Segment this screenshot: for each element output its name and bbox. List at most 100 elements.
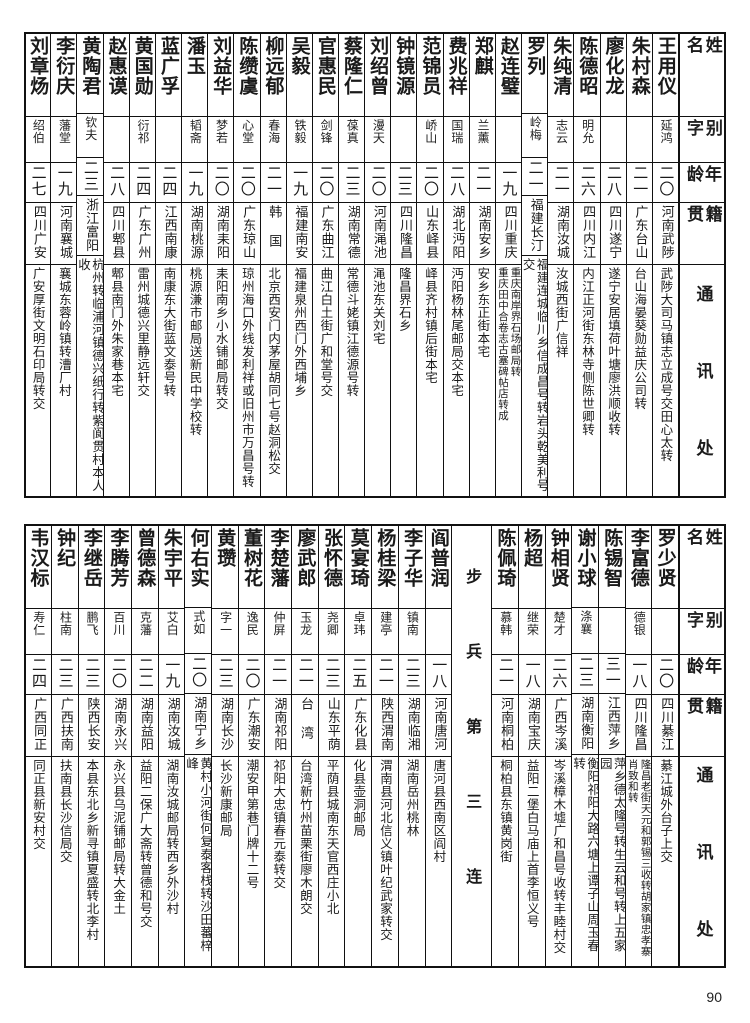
roster-person-column: 范锦员 峤山 二〇 山东峄县 峄县齐村镇后街本宅 <box>416 34 443 496</box>
roster-person-column: 费兆祥 国瑞 二八 湖北沔阳 沔阳杨林尾邮局交本宅 <box>442 34 469 496</box>
header-age-text: 年 龄 <box>683 165 722 191</box>
person-origin: 四川内江 <box>574 202 600 264</box>
header-address-text: 通 讯 处 <box>692 766 713 957</box>
person-age-text: 二〇 <box>243 657 262 689</box>
page-number: 90 <box>706 989 722 1005</box>
person-address-text: 本县东北乡新寻镇夏盛转北李村 <box>84 759 100 941</box>
person-address-text: 雷州城德兴里静远轩交 <box>135 267 151 397</box>
person-alias: 克藩 <box>131 608 158 654</box>
person-alias: 梦若 <box>208 116 234 162</box>
person-age-text: 二三 <box>343 165 362 197</box>
roster-person-column: 蔡隆仁 葆真 二三 湖南常德 常德斗姥镇江德源号转 <box>337 34 365 496</box>
person-alias-text: 克藩 <box>138 611 153 636</box>
header-alias: 别 字 <box>680 608 724 654</box>
person-name: 蓝广孚 <box>156 34 181 116</box>
person-origin-text: 江西南康 <box>161 205 177 259</box>
person-origin: 湖北沔阳 <box>443 202 469 264</box>
roster-person-column: 赵连璧 一九 四川重庆 重庆南岸界石场邮局转 重庆田中合卷志古塞碑帖店转成 <box>494 34 522 496</box>
person-origin: 广东潮安 <box>238 694 265 756</box>
person-alias: 藩堂 <box>51 116 77 162</box>
person-name-text: 刘章炀 <box>27 36 50 96</box>
person-age: 二〇 <box>652 654 678 694</box>
person-name: 钟相贤 <box>546 526 572 608</box>
roster-person-column: 官惠民 剑锋 二〇 广东曲江 曲江白土街广和堂号交 <box>311 34 338 496</box>
person-alias <box>598 607 625 653</box>
person-address: 雷州城德兴里静远轩交 <box>129 264 155 496</box>
person-origin: 湖南祁阳 <box>265 694 292 756</box>
person-origin: 韩 国 <box>260 202 286 264</box>
person-address-text: 福建泉州西门外西埔乡 <box>292 267 308 397</box>
person-address: 化县壶洞邮局 <box>345 756 372 966</box>
person-address: 武陟大司马镇志立成号交田心太转 <box>652 264 678 496</box>
person-alias: 楚才 <box>545 608 572 654</box>
person-age-text: 二一 <box>631 165 650 197</box>
person-address-text: 琼州海口外线发利祥或旧州市万昌号转 <box>239 267 255 488</box>
person-age: 二八 <box>600 162 626 202</box>
person-age-text: 二一 <box>552 165 571 197</box>
person-age-text: 二〇 <box>657 657 676 689</box>
person-age-text: 二二 <box>136 657 155 689</box>
person-name: 陈缵虞 <box>234 34 259 116</box>
person-origin-text: 广西扶南 <box>57 697 73 751</box>
person-name-text: 曾德森 <box>134 528 157 588</box>
person-age-text: 二一 <box>526 159 545 192</box>
roster-person-column: 李继岳 鹏飞 二三 陕西长安 本县东北乡新寻镇夏盛转北李村 <box>77 526 105 966</box>
person-origin: 湖南汝城 <box>158 694 185 756</box>
person-age-text: 二一 <box>265 165 284 197</box>
person-alias: 鹏飞 <box>78 608 105 654</box>
person-name: 蔡隆仁 <box>339 34 364 116</box>
person-origin-text: 广东化县 <box>351 697 367 751</box>
person-origin-text: 浙江富阳 <box>83 198 99 253</box>
person-name-text: 董树花 <box>240 528 263 588</box>
person-alias: 漫天 <box>365 116 391 162</box>
person-origin: 四川遂宁 <box>600 202 626 264</box>
person-address: 隆昌界石乡 <box>391 264 417 496</box>
roster-person-column: 潘玉 韬斋 一九 湖南桃源 桃源溓市邮局送新民中学校转 <box>181 34 208 496</box>
person-address-text: 萍乡德太隆号转生云和号转上五家园 <box>598 757 625 953</box>
roster-person-column: 黄陶君 钦夫 二三 浙江富阳 杭州转临浦河镇德兴纸行转紫阆贯村本人收 <box>76 34 103 496</box>
person-origin: 湖南宁乡 <box>185 692 211 755</box>
person-name: 刘章炀 <box>25 34 50 116</box>
person-name-text: 阎普润 <box>427 528 450 588</box>
person-origin-text: 广东琼山 <box>240 205 256 259</box>
person-name: 张怀德 <box>319 526 345 608</box>
person-address-text: 唐河县西南区阎村 <box>431 759 447 863</box>
person-address-part-2: 肖致和转 <box>626 759 639 803</box>
person-age: 二四 <box>25 654 51 694</box>
person-origin: 浙江富阳 <box>77 195 103 255</box>
person-name-text: 李腾芳 <box>107 528 130 588</box>
roster-person-column: 李子华 镇南 二三 湖南临湘 湖南岳州桃林 <box>397 526 425 966</box>
person-address-text: 渭南县河北信义镇叶纪武家转交 <box>377 759 393 941</box>
person-address: 渑池东关刘宅 <box>365 264 391 496</box>
person-age-text: 二〇 <box>369 165 388 197</box>
person-address-text: 沔阳杨林尾邮局交本宅 <box>449 267 465 397</box>
person-alias: 卓玮 <box>345 608 372 654</box>
header-origin-text: 籍 贯 <box>683 697 722 752</box>
person-origin: 湖南益阳 <box>131 694 158 756</box>
person-alias-text: 德银 <box>632 611 647 636</box>
person-address-text: 益阳二堡白马庙上首李恒义号 <box>524 759 540 928</box>
person-alias-text: 百川 <box>111 611 126 636</box>
roster-person-column: 赵惠谟 二八 四川郫县 郫县南门外朱家巷本宅 <box>102 34 129 496</box>
person-address-text: 台湾新竹州苗栗街廖木朗交 <box>297 759 313 915</box>
person-address-text: 广安厚街文明石印局转交 <box>30 267 46 410</box>
person-alias-text: 逸民 <box>245 611 260 636</box>
person-age: 二〇 <box>105 654 131 694</box>
person-origin: 江西南康 <box>155 202 182 264</box>
person-address: 琼州海口外线发利祥或旧州市万昌号转 <box>234 264 260 496</box>
person-address-text: 耒阳南乡小水铺邮局转交 <box>213 267 229 410</box>
person-origin-text: 台 湾 <box>298 697 314 740</box>
person-name: 黄国勋 <box>130 34 155 116</box>
header-origin: 籍 贯 <box>680 694 724 756</box>
person-origin-text: 湖南宁乡 <box>191 695 207 750</box>
person-origin: 河南桐柏 <box>492 694 518 756</box>
person-address-text: 同正县新安村交 <box>31 759 47 850</box>
person-name-text: 陈缵虞 <box>236 36 259 96</box>
person-address: 耒阳南乡小水铺邮局转交 <box>208 264 234 496</box>
person-name-text: 吴毅 <box>288 36 311 76</box>
person-origin-text: 四川隆昌 <box>397 205 412 259</box>
person-name-text: 刘益华 <box>210 36 233 96</box>
roster-person-column: 钟纪 柱南 二三 广西扶南 扶南县长沙信局交 <box>50 526 78 966</box>
roster-person-column: 陈德昭 明允 二六 四川内江 内江正河街东林寺侧陈世卿转 <box>573 34 600 496</box>
person-address: 永兴县乌泥铺邮局转大金土 <box>105 756 131 966</box>
